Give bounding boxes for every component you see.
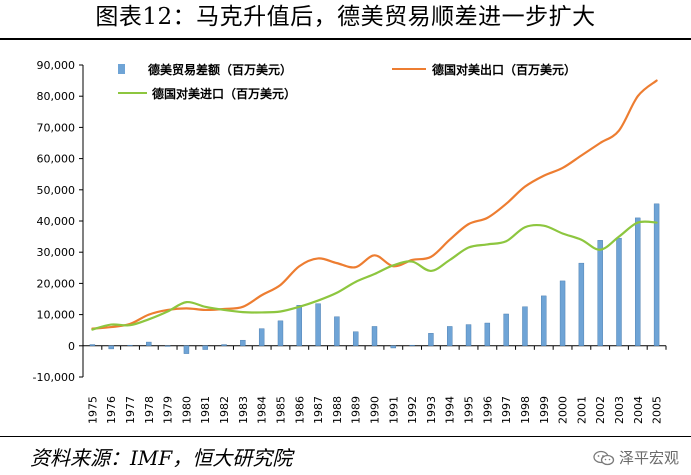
y-tick-label: 90,000: [37, 59, 76, 72]
line-series: [91, 79, 658, 331]
legend: 德美贸易差额（百万美元） 德国对美出口（百万美元） 德国对美进口（百万美元）: [118, 62, 576, 101]
bar-trade-balance: [616, 237, 622, 347]
x-tick-label: 1996: [481, 396, 494, 424]
bar-trade-balance: [484, 322, 491, 346]
bar-trade-balance: [108, 345, 114, 350]
x-tick-label: 1976: [105, 396, 118, 424]
legend-label-imports: 德国对美进口（百万美元）: [152, 86, 296, 101]
x-tick-label: 2003: [613, 396, 626, 424]
bar-trade-balance: [296, 305, 302, 346]
source-note: 资料来源：IMF，恒大研究院: [30, 446, 293, 470]
x-tick-label: 2002: [594, 396, 607, 424]
bar-trade-balance: [371, 326, 378, 346]
x-tick-label: 1982: [218, 396, 231, 424]
bar-trade-balance: [409, 344, 415, 346]
bar-trade-balance: [447, 326, 453, 346]
x-tick-label: 1993: [425, 396, 438, 424]
x-tick-label: 1997: [500, 396, 513, 424]
bar-series: [89, 203, 660, 354]
wechat-icon: [593, 450, 615, 466]
bar-trade-balance: [202, 345, 208, 350]
axes: -10,000 0 10,000 20,000 30,000 40,000 50,000 60…: [33, 59, 667, 424]
y-tick-label: 20,000: [37, 277, 76, 290]
bar-trade-balance: [352, 331, 359, 347]
x-tick-label: 1978: [143, 396, 156, 424]
brand-watermark: 泽平宏观: [593, 447, 679, 468]
line-exports: [91, 79, 658, 330]
x-tick-label: 1999: [538, 396, 551, 424]
brand-name: 泽平宏观: [618, 449, 679, 467]
x-tick-label: 1984: [256, 396, 269, 424]
y-tick-label: 40,000: [37, 215, 76, 228]
x-tick-label: 1981: [199, 396, 212, 424]
bar-trade-balance: [240, 339, 246, 346]
y-tick-label: 50,000: [37, 184, 76, 197]
x-tick-label: 1988: [331, 396, 344, 424]
legend-label-exports: 德国对美出口（百万美元）: [432, 62, 576, 77]
bar-trade-balance: [277, 320, 284, 346]
bar-trade-balance: [258, 328, 265, 347]
x-tick-label: 1994: [444, 396, 457, 424]
x-tick-label: 1990: [369, 396, 382, 424]
x-tick-label: 2001: [575, 396, 588, 424]
y-tick-label: 80,000: [37, 90, 76, 103]
x-tick-label: 1977: [124, 396, 137, 424]
bar-trade-balance: [127, 344, 133, 346]
x-tick-label: 1986: [293, 396, 306, 424]
bar-trade-balance: [522, 306, 528, 346]
x-tick-label: 1989: [350, 396, 363, 424]
x-tick-label: 2000: [557, 396, 570, 424]
chart-title: 图表12：马克升值后，德美贸易顺差进一步扩大: [95, 4, 596, 30]
title-rule: [0, 38, 691, 40]
bar-trade-balance: [428, 333, 434, 347]
bar-trade-balance: [390, 345, 397, 349]
legend-swatch-balance: [118, 64, 125, 74]
x-tick-label: 1991: [387, 396, 400, 424]
line-imports: [91, 220, 658, 331]
y-tick-label: 30,000: [37, 246, 76, 259]
bar-trade-balance: [503, 313, 509, 347]
bar-trade-balance: [541, 295, 547, 347]
x-tick-label: 1975: [86, 396, 99, 424]
bar-trade-balance: [465, 324, 472, 347]
chart-area: -10,000 0 10,000 20,000 30,000 40,000 50,000 60…: [33, 59, 667, 424]
bar-trade-balance: [334, 316, 340, 346]
bar-trade-balance: [653, 203, 660, 347]
x-tick-label: 1979: [162, 396, 175, 424]
y-tick-label: 10,000: [37, 309, 76, 322]
y-tick-label: 70,000: [37, 121, 76, 134]
x-tick-label: 2004: [632, 396, 645, 424]
bar-trade-balance: [635, 217, 641, 347]
x-tick-label: 1987: [312, 396, 325, 424]
y-tick-label: -10,000: [33, 371, 75, 384]
x-tick-label: 1995: [463, 396, 476, 424]
bar-trade-balance: [559, 280, 566, 346]
bar-trade-balance: [89, 344, 96, 347]
x-tick-label: 1998: [519, 396, 532, 424]
bar-trade-balance: [315, 303, 321, 346]
bar-trade-balance: [221, 344, 227, 347]
x-tick-label: 1985: [274, 396, 287, 424]
bar-trade-balance: [146, 341, 152, 346]
bar-trade-balance: [164, 345, 171, 347]
legend-label-balance: 德美贸易差额（百万美元）: [148, 62, 292, 77]
x-tick-label: 1992: [406, 396, 419, 424]
source-rule: [0, 436, 691, 437]
x-tick-label: 2005: [651, 396, 664, 424]
bar-trade-balance: [597, 240, 603, 346]
y-tick-label: 0: [68, 340, 75, 353]
bar-trade-balance: [578, 262, 585, 346]
y-tick-label: 60,000: [37, 153, 76, 166]
bar-trade-balance: [183, 345, 190, 354]
x-tick-label: 1980: [180, 396, 193, 424]
x-tick-label: 1983: [237, 396, 250, 424]
